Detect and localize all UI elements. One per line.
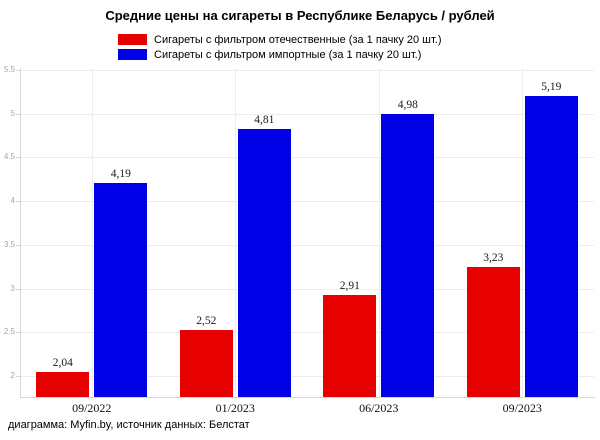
y-tick-mark — [16, 288, 20, 290]
y-tick-label: 4 — [10, 196, 15, 206]
legend-item-imported: Сигареты с фильтром импортные (за 1 пачк… — [118, 48, 442, 61]
y-tick-label: 4.5 — [3, 152, 15, 162]
legend-label-domestic: Сигареты с фильтром отечественные (за 1 … — [154, 33, 442, 46]
legend-swatch-blue — [118, 49, 147, 60]
y-tick-label: 2.5 — [3, 327, 15, 337]
bar-domestic — [323, 295, 377, 397]
horizontal-gridline — [20, 376, 594, 378]
y-tick-label: 3.5 — [3, 239, 15, 249]
y-tick-label: 5.5 — [3, 64, 15, 74]
bar-value-label: 3,23 — [483, 252, 504, 265]
horizontal-gridline — [20, 201, 594, 203]
bar-value-label: 2,91 — [339, 280, 360, 293]
bar-imported — [381, 114, 435, 397]
vertical-gridline — [522, 68, 524, 398]
bar-domestic — [466, 267, 520, 397]
horizontal-gridline — [20, 157, 594, 159]
x-axis-label: 09/2023 — [502, 401, 542, 415]
horizontal-gridline — [20, 288, 594, 290]
y-tick-mark — [16, 157, 20, 159]
vertical-gridline — [91, 68, 93, 398]
horizontal-gridline — [20, 332, 594, 334]
bar-value-label: 4,98 — [397, 99, 418, 112]
vertical-gridline — [235, 68, 237, 398]
horizontal-gridline — [20, 244, 594, 246]
bar-value-label: 2,04 — [52, 356, 73, 369]
bar-value-label: 4,19 — [110, 168, 131, 181]
legend-swatch-red — [118, 34, 147, 45]
horizontal-gridline — [20, 69, 594, 71]
horizontal-gridline — [20, 113, 594, 115]
legend-label-imported: Сигареты с фильтром импортные (за 1 пачк… — [154, 48, 422, 61]
y-tick-mark — [16, 376, 20, 378]
chart-title: Средние цены на сигареты в Республике Бе… — [105, 8, 495, 23]
legend: Сигареты с фильтром отечественные (за 1 … — [118, 33, 442, 63]
y-tick-label: 5 — [10, 108, 15, 118]
legend-item-domestic: Сигареты с фильтром отечественные (за 1 … — [118, 33, 442, 46]
bar-imported — [524, 95, 578, 397]
y-tick-mark — [16, 69, 20, 71]
x-axis-label: 06/2023 — [359, 401, 399, 415]
y-tick-mark — [16, 113, 20, 115]
x-axis-label: 01/2023 — [215, 401, 255, 415]
bar-imported — [237, 129, 291, 397]
bar-domestic — [179, 329, 233, 397]
bar-domestic — [36, 371, 90, 397]
bar-value-label: 5,19 — [541, 80, 562, 93]
x-axis-label: 09/2022 — [72, 401, 112, 415]
bar-value-label: 4,81 — [254, 114, 275, 127]
source-note: диаграмма: Myfin.by, источник данных: Бе… — [8, 419, 250, 431]
x-axis-line — [20, 397, 595, 398]
bar-imported — [94, 183, 148, 397]
y-tick-label: 3 — [10, 283, 15, 293]
y-axis-line — [20, 68, 21, 398]
y-tick-mark — [16, 332, 20, 334]
plot-area: 2 2.5 3 3.5 4 4.5 5 5.5 2,04 4,19 09/2022 2,52 4,81 0… — [0, 64, 600, 415]
vertical-gridline — [378, 68, 380, 398]
y-tick-label: 2 — [10, 371, 15, 381]
bar-value-label: 2,52 — [196, 314, 217, 327]
y-tick-mark — [16, 201, 20, 203]
y-tick-mark — [16, 244, 20, 246]
